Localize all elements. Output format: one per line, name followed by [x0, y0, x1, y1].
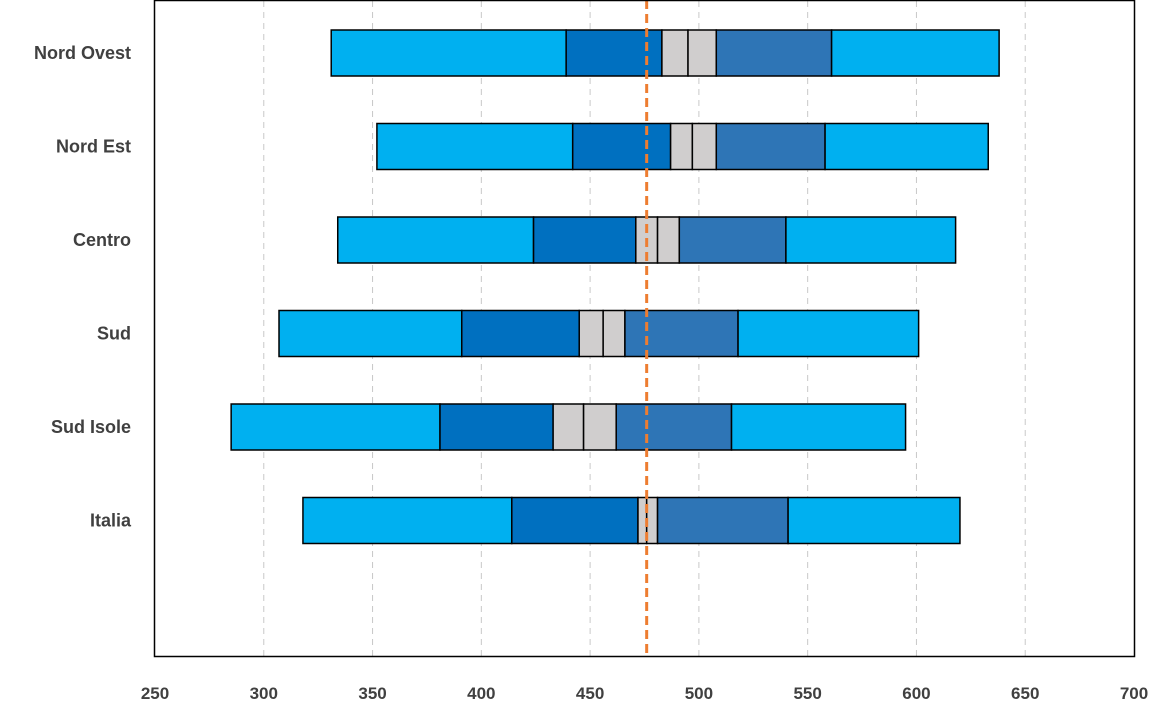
- category-label: Sud: [97, 324, 131, 344]
- bar-segment-centro-2: [532, 216, 637, 264]
- bar-segment-nord-est-4: [691, 122, 718, 171]
- bar-segment-nord-est-6: [824, 122, 989, 171]
- bar-segment-nord-est-2: [571, 122, 672, 171]
- x-tick-label: 300: [250, 684, 278, 703]
- x-axis-tick-labels: 250 300 350 400 450 500 550 600 650 700: [141, 684, 1148, 703]
- bar-segment-sud-isole-1: [230, 403, 441, 451]
- x-tick-label: 600: [902, 684, 930, 703]
- bar-segment-nord-ovest-3: [661, 29, 689, 77]
- bar-segment-centro-6: [785, 216, 957, 264]
- plot-frame: [153, 0, 1136, 658]
- bar-segment-italia-6: [787, 496, 961, 545]
- x-tick-label: 250: [141, 684, 169, 703]
- bar-segment-sud-isole-6: [730, 403, 907, 451]
- bars-layer: [230, 29, 1000, 545]
- bar-segment-nord-ovest-1: [330, 29, 567, 77]
- bar-segment-sud-isole-5: [615, 403, 733, 451]
- category-labels: Nord Ovest Nord Est Centro Sud Sud Isole Ital…: [34, 43, 132, 531]
- x-tick-label: 700: [1120, 684, 1148, 703]
- bar-segment-nord-ovest-6: [830, 29, 1000, 77]
- bar-segment-sud-5: [624, 309, 739, 358]
- bar-segment-nord-est-3: [669, 122, 694, 171]
- bar-segment-sud-isole-3: [552, 403, 585, 451]
- bar-segment-sud-1: [278, 309, 463, 358]
- bar-segment-nord-ovest-4: [687, 29, 718, 77]
- bar-segment-centro-5: [678, 216, 787, 264]
- x-tick-label: 650: [1011, 684, 1039, 703]
- bar-segment-centro-4: [656, 216, 681, 264]
- bar-segment-italia-2: [511, 496, 639, 545]
- bar-segment-sud-4: [602, 309, 626, 358]
- bar-segment-italia-1: [302, 496, 513, 545]
- x-tick-label: 550: [793, 684, 821, 703]
- bar-segment-nord-ovest-2: [565, 29, 663, 77]
- bar-segment-nord-ovest-5: [715, 29, 833, 77]
- bar-segment-sud-isole-4: [582, 403, 617, 451]
- bar-segment-italia-4: [645, 496, 659, 545]
- bar-segment-sud-2: [461, 309, 580, 358]
- bar-segment-nord-est-1: [376, 122, 574, 171]
- bar-segment-sud-isole-2: [439, 403, 554, 451]
- bar-segment-centro-1: [336, 216, 535, 264]
- bar-segment-sud-6: [737, 309, 920, 358]
- x-tick-label: 450: [576, 684, 604, 703]
- bar-segment-sud-3: [578, 309, 604, 358]
- category-label: Centro: [73, 230, 131, 250]
- bar-segment-nord-est-5: [715, 122, 826, 171]
- category-label: Sud Isole: [51, 417, 131, 437]
- x-tick-label: 400: [467, 684, 495, 703]
- bar-segment-italia-5: [656, 496, 789, 545]
- category-label: Nord Est: [56, 137, 131, 157]
- x-tick-label: 500: [685, 684, 713, 703]
- category-label: Italia: [90, 511, 132, 531]
- x-tick-label: 350: [358, 684, 386, 703]
- category-label: Nord Ovest: [34, 43, 131, 63]
